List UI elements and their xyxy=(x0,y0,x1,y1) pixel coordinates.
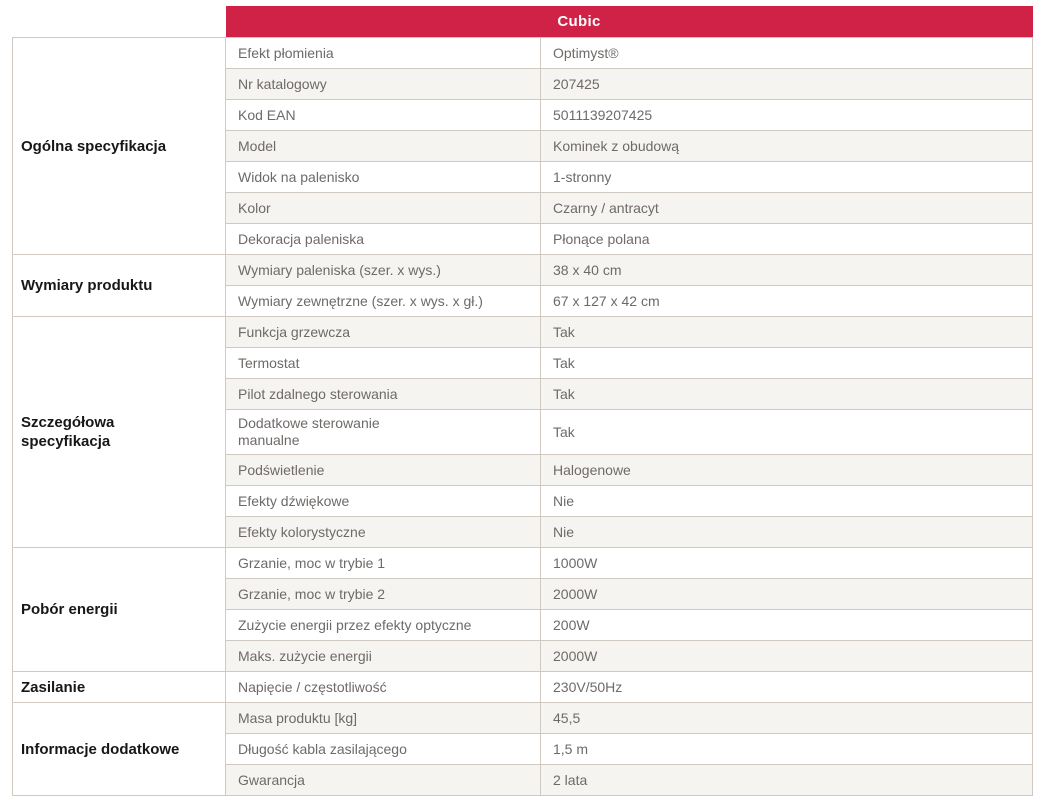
spec-row: Widok na palenisko 1-stronny xyxy=(13,161,1034,193)
spec-value: 2 lata xyxy=(539,764,1034,796)
spec-row: Pobór energii Grzanie, moc w trybie 1 10… xyxy=(12,547,1034,672)
spec-row: Kolor Czarny / antracyt xyxy=(13,192,1034,224)
spec-label: Grzanie, moc w trybie 2 xyxy=(225,578,541,610)
spec-value: Nie xyxy=(539,485,1034,517)
spec-row: Grzanie, moc w trybie 2 2000W xyxy=(13,578,1034,610)
spec-row: Model Kominek z obudową xyxy=(13,130,1034,162)
spec-value: 230V/50Hz xyxy=(539,671,1034,703)
spec-value: 1-stronny xyxy=(539,161,1034,193)
spec-label: Efekty dźwiękowe xyxy=(225,485,541,517)
spec-label: Dekoracja paleniska xyxy=(225,223,541,255)
spec-row: Efekty dźwiękowe Nie xyxy=(13,485,1034,517)
spec-row: Efekty kolorystyczne Nie xyxy=(13,516,1034,548)
spec-label: Model xyxy=(225,130,541,162)
spec-label: Kod EAN xyxy=(225,99,541,131)
spec-value: 1000W xyxy=(539,547,1034,579)
spec-label: Kolor xyxy=(225,192,541,224)
spec-label: Napięcie / częstotliwość xyxy=(225,671,541,703)
spec-value: 207425 xyxy=(539,68,1034,100)
spec-row: Dekoracja paleniska Płonące polana xyxy=(13,223,1034,255)
spec-row: Nr katalogowy 207425 xyxy=(13,68,1034,100)
spec-row: Zasilanie Napięcie / częstotliwość 230V/… xyxy=(12,671,1034,703)
spec-value: Optimyst® xyxy=(539,37,1034,69)
spec-value: 38 x 40 cm xyxy=(539,254,1034,286)
spec-label: Gwarancja xyxy=(225,764,541,796)
spec-value: 2000W xyxy=(539,640,1034,672)
spec-row: Wymiary produktu Wymiary paleniska (szer… xyxy=(12,254,1034,317)
spec-value: Tak xyxy=(539,378,1034,410)
spec-label: Widok na palenisko xyxy=(225,161,541,193)
spec-row: Informacje dodatkowe Masa produktu [kg] … xyxy=(12,702,1034,796)
spec-label: Wymiary paleniska (szer. x wys.) xyxy=(225,254,541,286)
spec-label: Masa produktu [kg] xyxy=(225,702,541,734)
spec-label: Grzanie, moc w trybie 1 xyxy=(225,547,541,579)
spec-label: Zużycie energii przez efekty optyczne xyxy=(225,609,541,641)
spec-label: Podświetlenie xyxy=(225,454,541,486)
product-name-header: Cubic xyxy=(225,6,1033,38)
spec-label: Nr katalogowy xyxy=(225,68,541,100)
spec-value: 200W xyxy=(539,609,1034,641)
spec-value: Halogenowe xyxy=(539,454,1034,486)
category-label: Wymiary produktu xyxy=(12,254,226,317)
category-label: Szczegółowa specyfikacja xyxy=(12,316,226,548)
spec-row: Maks. zużycie energii 2000W xyxy=(13,640,1034,672)
spec-label: Funkcja grzewcza xyxy=(225,316,541,348)
spec-value: Tak xyxy=(539,316,1034,348)
spec-value: 2000W xyxy=(539,578,1034,610)
spec-label: Pilot zdalnego sterowania xyxy=(225,378,541,410)
spec-row: Kod EAN 5011139207425 xyxy=(13,99,1034,131)
category-label: Pobór energii xyxy=(12,547,226,672)
spec-label: Długość kabla zasilającego xyxy=(225,733,541,765)
spec-row: Ogólna specyfikacja Efekt płomienia Opti… xyxy=(12,37,1034,255)
spec-row: Pilot zdalnego sterowania Tak xyxy=(13,378,1034,410)
spec-value: Płonące polana xyxy=(539,223,1034,255)
spec-row: Podświetlenie Halogenowe xyxy=(13,454,1034,486)
spec-label: Efekty kolorystyczne xyxy=(225,516,541,548)
spec-label: Wymiary zewnętrzne (szer. x wys. x gł.) xyxy=(225,285,541,317)
spec-row: Szczegółowa specyfikacja Funkcja grzewcz… xyxy=(12,316,1034,548)
spec-row: Termostat Tak xyxy=(13,347,1034,379)
spec-value: Kominek z obudową xyxy=(539,130,1034,162)
spec-value: 67 x 127 x 42 cm xyxy=(539,285,1034,317)
spec-label: Dodatkowe sterowanie manualne xyxy=(225,409,541,455)
spec-label: Maks. zużycie energii xyxy=(225,640,541,672)
spec-value: Tak xyxy=(539,409,1034,455)
category-label: Informacje dodatkowe xyxy=(12,702,226,796)
spec-value: 45,5 xyxy=(539,702,1034,734)
spec-row: Gwarancja 2 lata xyxy=(13,764,1034,796)
category-label: Zasilanie xyxy=(12,671,226,703)
spec-value: 1,5 m xyxy=(539,733,1034,765)
spec-label: Termostat xyxy=(225,347,541,379)
spec-row: Długość kabla zasilającego 1,5 m xyxy=(13,733,1034,765)
spec-label: Efekt płomienia xyxy=(225,37,541,69)
header-row: Cubic xyxy=(12,6,1033,38)
product-spec-table: Cubic Ogólna specyfikacja Efekt płomieni… xyxy=(12,6,1034,796)
spec-value: Nie xyxy=(539,516,1034,548)
header-spacer xyxy=(12,6,226,38)
spec-row: Zużycie energii przez efekty optyczne 20… xyxy=(13,609,1034,641)
spec-row: Dodatkowe sterowanie manualne Tak xyxy=(13,409,1034,455)
spec-value: Czarny / antracyt xyxy=(539,192,1034,224)
spec-value: Tak xyxy=(539,347,1034,379)
spec-value: 5011139207425 xyxy=(539,99,1034,131)
category-label: Ogólna specyfikacja xyxy=(12,37,226,255)
